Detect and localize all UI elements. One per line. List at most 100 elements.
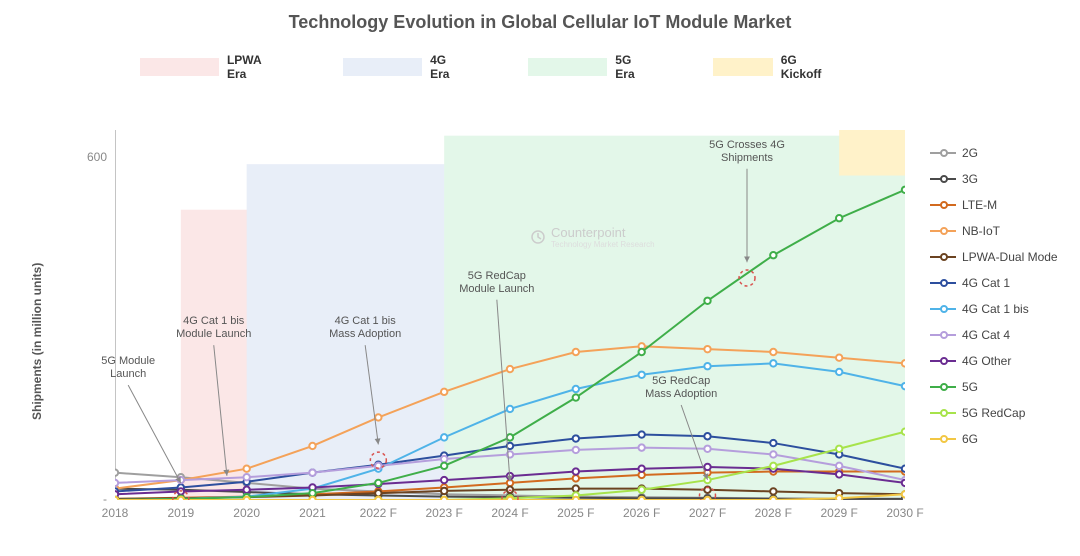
legend-item: 4G Other	[930, 348, 1058, 374]
legend-item: 3G	[930, 166, 1058, 192]
series-marker	[704, 497, 710, 500]
legend-label: 5G RedCap	[962, 406, 1025, 420]
legend-line	[930, 412, 956, 414]
x-tick-label: 2027 F	[683, 506, 733, 520]
series-marker	[704, 477, 710, 483]
series-marker	[770, 440, 776, 446]
x-tick-label: 2024 F	[485, 506, 535, 520]
series-marker	[836, 463, 842, 469]
series-marker	[902, 383, 905, 389]
series-marker	[243, 474, 249, 480]
legend-label: 5G	[962, 380, 978, 394]
series-marker	[573, 485, 579, 491]
legend-item: 5G	[930, 374, 1058, 400]
legend-marker	[940, 201, 948, 209]
legend-marker	[940, 331, 948, 339]
series-marker	[770, 451, 776, 457]
series-marker	[836, 354, 842, 360]
series-marker	[638, 349, 644, 355]
series-marker	[836, 471, 842, 477]
series-marker	[704, 446, 710, 452]
era-label: 5G Era	[615, 53, 653, 81]
series-marker	[507, 434, 513, 440]
line-chart	[115, 130, 905, 500]
series-marker	[573, 394, 579, 400]
legend-item: LTE-M	[930, 192, 1058, 218]
y-axis-label: Shipments (in million units)	[30, 263, 44, 420]
annotation-arrow	[128, 385, 181, 483]
watermark-sub: Technology Market Research	[551, 240, 655, 249]
series-marker	[573, 468, 579, 474]
legend-label: 2G	[962, 146, 978, 160]
series-marker	[836, 446, 842, 452]
series-marker	[770, 463, 776, 469]
series-marker	[638, 465, 644, 471]
series-marker	[441, 497, 447, 500]
watermark: Counterpoint Technology Market Research	[530, 225, 655, 249]
legend-item: 2G	[930, 140, 1058, 166]
series-marker	[375, 497, 381, 500]
series-marker	[309, 443, 315, 449]
series-marker	[836, 495, 842, 500]
legend-marker	[940, 409, 948, 417]
legend-label: 4G Cat 1	[962, 276, 1010, 290]
legend-line	[930, 204, 956, 206]
legend-item: 4G Cat 1	[930, 270, 1058, 296]
series-marker	[375, 480, 381, 486]
era-swatch	[343, 58, 422, 76]
series-marker	[507, 497, 513, 500]
legend-line	[930, 256, 956, 258]
legend-label: 6G	[962, 432, 978, 446]
series-marker	[704, 464, 710, 470]
legend-line	[930, 230, 956, 232]
series-marker	[573, 386, 579, 392]
series-marker	[902, 187, 905, 193]
legend-label: 4G Cat 1 bis	[962, 302, 1029, 316]
series-marker	[375, 414, 381, 420]
series-marker	[836, 369, 842, 375]
legend-line	[930, 386, 956, 388]
legend-marker	[940, 435, 948, 443]
series-marker	[441, 463, 447, 469]
x-tick-label: 2021	[288, 506, 338, 520]
legend-marker	[940, 253, 948, 261]
series-marker	[573, 447, 579, 453]
legend-line	[930, 438, 956, 440]
legend-line	[930, 308, 956, 310]
series-marker	[573, 349, 579, 355]
series-marker	[902, 480, 905, 486]
era-band	[839, 130, 905, 176]
legend-marker	[940, 383, 948, 391]
legend-label: LPWA-Dual Mode	[962, 250, 1058, 264]
legend-item: 5G RedCap	[930, 400, 1058, 426]
era-swatch	[713, 58, 772, 76]
legend-label: 3G	[962, 172, 978, 186]
legend-item: 4G Cat 4	[930, 322, 1058, 348]
series-marker	[902, 491, 905, 497]
series-marker	[704, 363, 710, 369]
series-marker	[770, 252, 776, 258]
series-marker	[638, 497, 644, 500]
series-marker	[441, 488, 447, 494]
legend-line	[930, 360, 956, 362]
series-marker	[573, 475, 579, 481]
series-marker	[441, 456, 447, 462]
series-marker	[770, 497, 776, 500]
x-tick-label: 2023 F	[419, 506, 469, 520]
legend-line	[930, 152, 956, 154]
legend-item: 6G	[930, 426, 1058, 452]
x-tick-label: 2029 F	[814, 506, 864, 520]
series-marker	[309, 469, 315, 475]
series-marker	[573, 435, 579, 441]
legend-line	[930, 282, 956, 284]
legend-marker	[940, 305, 948, 313]
series-marker	[770, 488, 776, 494]
series-marker	[638, 431, 644, 437]
series-marker	[836, 215, 842, 221]
series-marker	[902, 360, 905, 366]
series-marker	[243, 487, 249, 493]
chart-title: Technology Evolution in Global Cellular …	[0, 12, 1080, 33]
legend-line	[930, 178, 956, 180]
series-marker	[507, 366, 513, 372]
legend-label: LTE-M	[962, 198, 997, 212]
